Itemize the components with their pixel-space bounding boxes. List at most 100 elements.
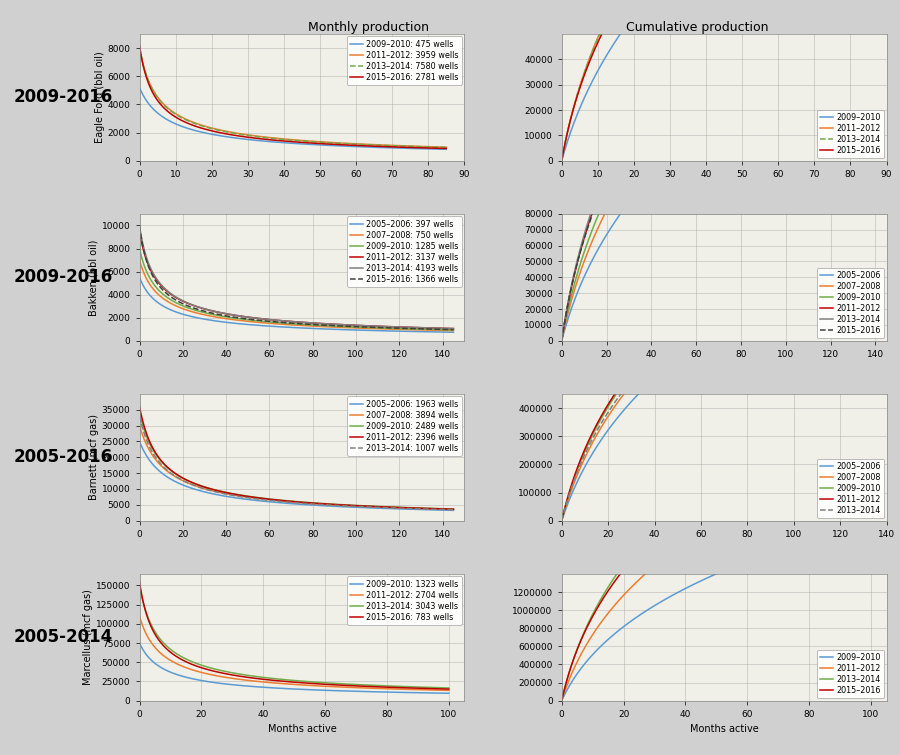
2011–2012: 3137 wells: (35.7, 2.49e+03): 3137 wells: (35.7, 2.49e+03) xyxy=(212,307,222,316)
2011–2012 xyxy=(813,464,824,473)
Line: 2011–2012: 2011–2012 xyxy=(562,0,868,161)
2015–2016 xyxy=(636,107,647,116)
2009–2010: 2489 wells: (93.3, 5.06e+03): 2489 wells: (93.3, 5.06e+03) xyxy=(336,500,346,509)
2009–2010: 1285 wells: (0, 8e+03): 1285 wells: (0, 8e+03) xyxy=(134,244,145,253)
2013–2014: 7580 wells: (54.7, 1.25e+03): 7580 wells: (54.7, 1.25e+03) xyxy=(331,139,342,148)
2005–2006: 1963 wells: (95, 4.37e+03): 1963 wells: (95, 4.37e+03) xyxy=(340,502,351,511)
2015–2016: 1366 wells: (95, 1.26e+03): 1366 wells: (95, 1.26e+03) xyxy=(340,322,351,331)
2013–2014: 3043 wells: (24.7, 4.09e+04): 3043 wells: (24.7, 4.09e+04) xyxy=(211,664,221,673)
2015–2016 xyxy=(556,156,567,165)
Line: 2015–2016: 2781 wells: 2015–2016: 2781 wells xyxy=(140,45,446,149)
2009–2010: 1285 wells: (41.9, 2.02e+03): 1285 wells: (41.9, 2.02e+03) xyxy=(225,313,236,322)
Line: 2011–2012: 3137 wells: 2011–2012: 3137 wells xyxy=(140,231,454,328)
Line: 2013–2014: 3043 wells: 2013–2014: 3043 wells xyxy=(140,585,449,688)
2009–2010: 1285 wells: (120, 1.06e+03): 1285 wells: (120, 1.06e+03) xyxy=(394,324,405,333)
Legend: 2005–2006: 397 wells, 2007–2008: 750 wells, 2009–2010: 1285 wells, 2011–2012: 31: 2005–2006: 397 wells, 2007–2008: 750 wel… xyxy=(346,217,462,287)
2009–2010: 475 wells: (55.7, 1.05e+03): 475 wells: (55.7, 1.05e+03) xyxy=(335,141,346,150)
2007–2008: 3894 wells: (0, 3e+04): 3894 wells: (0, 3e+04) xyxy=(134,421,145,430)
2007–2008 xyxy=(758,269,769,278)
2015–2016 xyxy=(633,548,643,557)
2009–2010 xyxy=(632,6,643,15)
2013–2014: 7580 wells: (85, 942): 7580 wells: (85, 942) xyxy=(441,143,452,152)
2011–2012 xyxy=(869,191,880,200)
X-axis label: Months active: Months active xyxy=(689,724,759,734)
2009–2010 xyxy=(670,320,680,329)
2013–2014 xyxy=(636,93,647,102)
Line: 2009–2010: 2009–2010 xyxy=(562,196,875,521)
2013–2014 xyxy=(556,156,567,165)
Line: 2015–2016: 2015–2016 xyxy=(562,400,871,701)
2009–2010: 1285 wells: (145, 938): 1285 wells: (145, 938) xyxy=(448,325,459,334)
2005–2006 xyxy=(674,141,685,150)
2013–2014: 7580 wells: (30.8, 1.77e+03): 7580 wells: (30.8, 1.77e+03) xyxy=(246,131,256,140)
2009–2010: 2489 wells: (120, 4.23e+03): 2489 wells: (120, 4.23e+03) xyxy=(394,503,405,512)
2011–2012: 3959 wells: (21, 2.26e+03): 3959 wells: (21, 2.26e+03) xyxy=(210,125,220,134)
2011–2012 xyxy=(556,336,567,345)
Y-axis label: Bakken (bbl oil): Bakken (bbl oil) xyxy=(89,239,99,316)
X-axis label: Months active: Months active xyxy=(267,724,337,734)
2005–2006 xyxy=(650,165,661,174)
2007–2008 xyxy=(650,128,661,137)
2011–2012: 2704 wells: (24.7, 3.26e+04): 2704 wells: (24.7, 3.26e+04) xyxy=(211,671,221,680)
2005–2006: 397 wells: (41.9, 1.56e+03): 397 wells: (41.9, 1.56e+03) xyxy=(225,319,236,328)
2009–2010: 475 wells: (54.7, 1.06e+03): 475 wells: (54.7, 1.06e+03) xyxy=(331,141,342,150)
2005–2006 xyxy=(761,294,772,303)
2013–2014: 4193 wells: (93.3, 1.4e+03): 4193 wells: (93.3, 1.4e+03) xyxy=(336,320,346,329)
2009–2010 xyxy=(556,156,567,165)
2013–2014: 3043 wells: (65.5, 2.19e+04): 3043 wells: (65.5, 2.19e+04) xyxy=(337,680,347,689)
2013–2014: 3043 wells: (64.3, 2.22e+04): 3043 wells: (64.3, 2.22e+04) xyxy=(333,679,344,688)
Line: 2005–2006: 1963 wells: 2005–2006: 1963 wells xyxy=(140,442,454,510)
2015–2016 xyxy=(650,86,661,95)
Y-axis label: Marcellus (mcf gas): Marcellus (mcf gas) xyxy=(83,590,94,686)
2013–2014: 7580 wells: (24.5, 2.03e+03): 7580 wells: (24.5, 2.03e+03) xyxy=(222,128,233,137)
2009–2010: 1323 wells: (24.7, 2.33e+04): 1323 wells: (24.7, 2.33e+04) xyxy=(211,678,221,687)
2013–2014: 4193 wells: (120, 1.19e+03): 4193 wells: (120, 1.19e+03) xyxy=(394,322,405,331)
2011–2012: 2396 wells: (95, 4.9e+03): 2396 wells: (95, 4.9e+03) xyxy=(340,501,351,510)
2013–2014 xyxy=(759,434,769,443)
2007–2008: 3894 wells: (52.6, 7.13e+03): 3894 wells: (52.6, 7.13e+03) xyxy=(248,494,259,503)
Line: 2011–2012: 2704 wells: 2011–2012: 2704 wells xyxy=(140,616,449,690)
2007–2008 xyxy=(556,336,567,345)
2011–2012: 2396 wells: (0, 3.6e+04): 2396 wells: (0, 3.6e+04) xyxy=(134,402,145,411)
2013–2014: 4193 wells: (52.6, 1.99e+03): 4193 wells: (52.6, 1.99e+03) xyxy=(248,313,259,322)
2009–2010: 475 wells: (85, 809): 475 wells: (85, 809) xyxy=(441,145,452,154)
2007–2008: 750 wells: (41.9, 1.86e+03): 750 wells: (41.9, 1.86e+03) xyxy=(225,315,236,324)
2005–2006 xyxy=(815,267,826,276)
2015–2016: 2781 wells: (21, 2.06e+03): 2781 wells: (21, 2.06e+03) xyxy=(210,127,220,136)
2013–2014 xyxy=(758,267,769,276)
2015–2016: 1366 wells: (41.9, 2.1e+03): 1366 wells: (41.9, 2.1e+03) xyxy=(225,312,236,321)
2011–2012 xyxy=(650,75,661,84)
2011–2012: 2704 wells: (28.9, 2.97e+04): 2704 wells: (28.9, 2.97e+04) xyxy=(223,673,234,683)
2011–2012: 2704 wells: (36.3, 2.58e+04): 2704 wells: (36.3, 2.58e+04) xyxy=(247,676,257,686)
2011–2012: 2704 wells: (65.5, 1.77e+04): 2704 wells: (65.5, 1.77e+04) xyxy=(337,683,347,692)
2013–2014 xyxy=(761,264,772,273)
2009–2010: 2489 wells: (35.7, 9.59e+03): 2489 wells: (35.7, 9.59e+03) xyxy=(212,485,222,495)
Line: 2007–2008: 3894 wells: 2007–2008: 3894 wells xyxy=(140,426,454,510)
2009–2010: 1323 wells: (100, 9.59e+03): 1323 wells: (100, 9.59e+03) xyxy=(444,689,454,698)
2007–2008: 750 wells: (93.3, 1.15e+03): 750 wells: (93.3, 1.15e+03) xyxy=(336,323,346,332)
2013–2014: 1007 wells: (0, 3.3e+04): 1007 wells: (0, 3.3e+04) xyxy=(134,411,145,421)
2009–2010: 475 wells: (24.5, 1.69e+03): 475 wells: (24.5, 1.69e+03) xyxy=(222,132,233,141)
2013–2014: 7580 wells: (0, 8.1e+03): 7580 wells: (0, 8.1e+03) xyxy=(134,42,145,51)
2015–2016: 2781 wells: (70.4, 980): 2781 wells: (70.4, 980) xyxy=(388,143,399,152)
Line: 2009–2010: 2009–2010 xyxy=(562,520,871,701)
2011–2012 xyxy=(759,490,769,499)
Line: 2009–2010: 2489 wells: 2009–2010: 2489 wells xyxy=(140,413,454,509)
2009–2010: 2489 wells: (95, 4.99e+03): 2489 wells: (95, 4.99e+03) xyxy=(340,501,351,510)
2009–2010 xyxy=(669,590,680,599)
2015–2016: 783 wells: (100, 1.5e+04): 783 wells: (100, 1.5e+04) xyxy=(444,685,454,694)
2013–2014 xyxy=(669,504,680,513)
2005–2006: 1963 wells: (93.3, 4.43e+03): 1963 wells: (93.3, 4.43e+03) xyxy=(336,502,346,511)
Legend: 2005–2006, 2007–2008, 2009–2010, 2011–2012, 2013–2014: 2005–2006, 2007–2008, 2009–2010, 2011–20… xyxy=(817,459,884,518)
2005–2006 xyxy=(556,516,567,525)
2007–2008 xyxy=(674,98,685,107)
2013–2014: 1007 wells: (120, 3.94e+03): 1007 wells: (120, 3.94e+03) xyxy=(394,504,405,513)
2013–2014 xyxy=(755,436,766,445)
2013–2014: 4193 wells: (35.7, 2.51e+03): 4193 wells: (35.7, 2.51e+03) xyxy=(212,307,222,316)
2011–2012 xyxy=(755,492,766,501)
2007–2008 xyxy=(670,334,680,343)
2009–2010: 475 wells: (0, 5.2e+03): 475 wells: (0, 5.2e+03) xyxy=(134,83,145,92)
2011–2012: 3959 wells: (70.4, 1.09e+03): 3959 wells: (70.4, 1.09e+03) xyxy=(388,141,399,150)
2015–2016 xyxy=(669,513,680,522)
2007–2008 xyxy=(815,236,826,245)
